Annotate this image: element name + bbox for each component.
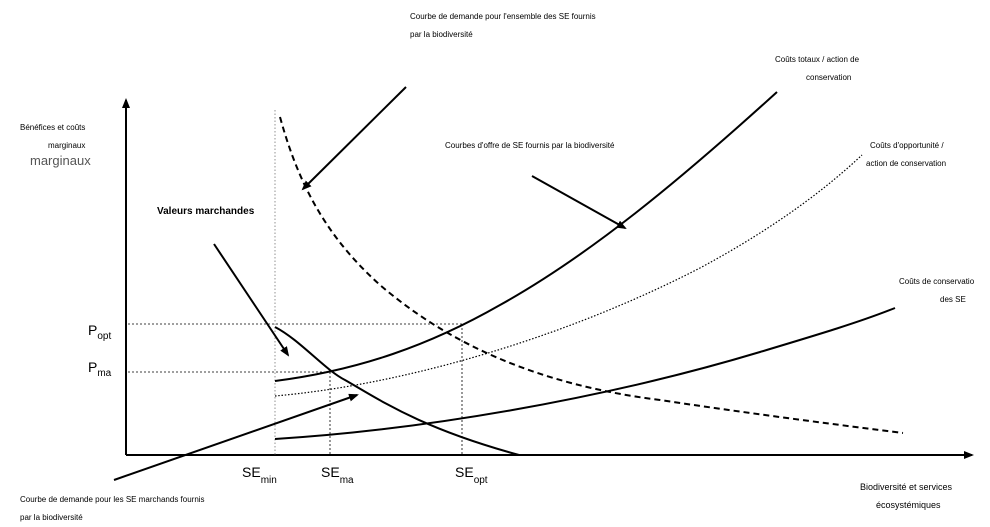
market-demand-curve [274,326,520,456]
demand-market-label-line2: par la biodiversité [20,513,83,522]
opportunity-costs-curve [274,154,863,397]
se-min-label: SEmin [242,464,277,486]
conservation-costs-curve [274,307,896,440]
demand-market-pointer [113,393,359,481]
se-opt-label: SEopt [455,464,488,486]
se-ma-label: SEma [321,464,354,486]
x-axis-label-line2: écosystémiques [876,500,941,510]
demand-all-pointer [301,86,407,191]
market-values-label: Valeurs marchandes [157,206,255,217]
supply-label: Courbes d'offre de SE fournis par la bio… [445,141,615,150]
y-axis-label-big: marginaux [30,153,91,168]
opportunity-costs-label-line2: action de conservation [866,159,946,168]
y-axis-label-line2: marginaux [48,141,85,150]
demand-all-label-line1: Courbe de demande pour l'ensemble des SE… [410,12,596,21]
x-axis-label-line1: Biodiversité et services [860,482,953,492]
p-opt-label: Popt [88,322,111,342]
conservation-costs-label-line2: des SE [940,295,966,304]
y-axis-label-line1: Bénéfices et coûts [20,123,85,132]
total-costs-label-line2: conservation [806,73,851,82]
demand-all-label-line2: par la biodiversité [410,30,473,39]
demand-market-label-line1: Courbe de demande pour les SE marchands … [20,495,205,504]
total-costs-curve [274,91,778,382]
total-demand-curve [279,116,904,434]
market-values-pointer [213,243,290,357]
conservation-costs-label-line1: Coûts de conservatio [899,277,975,286]
supply-pointer [531,175,627,229]
p-ma-label: Pma [88,359,112,379]
opportunity-costs-label-line1: Coûts d'opportunité / [870,141,944,150]
total-costs-label-line1: Coûts totaux / action de [775,55,860,64]
